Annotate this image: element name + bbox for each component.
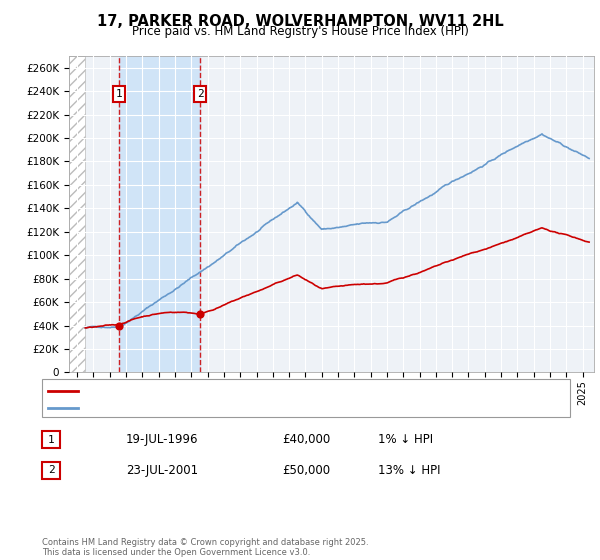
Text: £50,000: £50,000 — [282, 464, 330, 477]
Text: 13% ↓ HPI: 13% ↓ HPI — [378, 464, 440, 477]
Text: HPI: Average price, semi-detached house, Wolverhampton: HPI: Average price, semi-detached house,… — [84, 403, 388, 413]
Text: 17, PARKER ROAD, WOLVERHAMPTON, WV11 2HL: 17, PARKER ROAD, WOLVERHAMPTON, WV11 2HL — [97, 14, 503, 29]
Point — [114, 321, 124, 330]
Text: 1% ↓ HPI: 1% ↓ HPI — [378, 433, 433, 446]
Text: Contains HM Land Registry data © Crown copyright and database right 2025.
This d: Contains HM Land Registry data © Crown c… — [42, 538, 368, 557]
Point — [196, 309, 205, 318]
Polygon shape — [69, 56, 85, 372]
Text: 19-JUL-1996: 19-JUL-1996 — [126, 433, 199, 446]
Text: 1: 1 — [47, 435, 55, 445]
Bar — [119, 56, 200, 372]
Text: 1: 1 — [115, 89, 122, 99]
Text: £40,000: £40,000 — [282, 433, 330, 446]
Text: 2: 2 — [197, 89, 203, 99]
Text: 23-JUL-2001: 23-JUL-2001 — [126, 464, 198, 477]
Text: 17, PARKER ROAD, WOLVERHAMPTON, WV11 2HL (semi-detached house): 17, PARKER ROAD, WOLVERHAMPTON, WV11 2HL… — [84, 385, 465, 395]
Text: Price paid vs. HM Land Registry's House Price Index (HPI): Price paid vs. HM Land Registry's House … — [131, 25, 469, 38]
Text: 2: 2 — [47, 465, 55, 475]
